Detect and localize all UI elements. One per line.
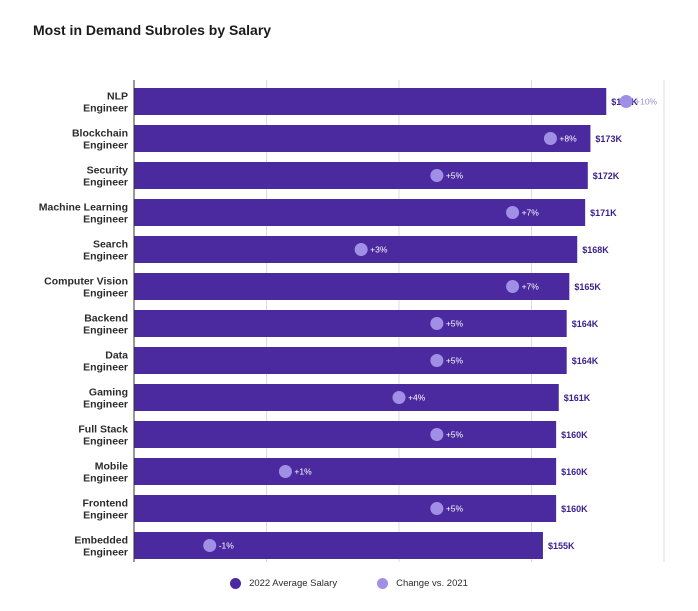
salary-bar[interactable]	[134, 532, 543, 559]
salary-value-label: $165K	[574, 282, 601, 292]
legend-label-salary: 2022 Average Salary	[249, 578, 338, 589]
change-marker[interactable]	[278, 465, 292, 478]
legend-swatch-change	[377, 578, 389, 589]
change-marker[interactable]	[430, 502, 444, 515]
change-value-label: +1%	[294, 467, 312, 477]
salary-value-label: $173K	[595, 134, 622, 144]
change-marker[interactable]	[430, 428, 444, 441]
change-marker[interactable]	[430, 317, 444, 330]
legend-swatch-salary	[230, 578, 242, 589]
category-label: Frontend Engineer	[83, 498, 129, 522]
salary-bar[interactable]	[134, 310, 567, 337]
legend-item-change[interactable]: Change vs. 2021	[377, 578, 468, 589]
category-label: Security Engineer	[83, 165, 128, 189]
salary-value-label: $160K	[561, 504, 588, 514]
change-value-label: +5%	[446, 356, 464, 366]
category-label: Embedded Engineer	[74, 535, 128, 559]
change-value-label: +7%	[522, 282, 540, 292]
category-label: Mobile Engineer	[83, 461, 128, 485]
salary-value-label: $164K	[572, 356, 599, 366]
salary-bars	[134, 88, 607, 559]
change-marker[interactable]	[506, 206, 520, 219]
change-marker[interactable]	[506, 280, 520, 293]
category-label: Blockchain Engineer	[72, 128, 128, 152]
salary-bar[interactable]	[134, 125, 591, 152]
change-value-label: +10%	[635, 97, 657, 107]
change-value-label: +5%	[446, 430, 464, 440]
change-value-label: -1%	[219, 541, 235, 551]
category-label: Computer Vision Engineer	[44, 276, 128, 300]
change-marker[interactable]	[430, 354, 444, 367]
legend-label-change: Change vs. 2021	[396, 578, 468, 589]
change-marker[interactable]	[203, 539, 217, 552]
salary-value-label: $160K	[561, 430, 588, 440]
salary-value-label: $155K	[548, 541, 575, 551]
legend-item-salary[interactable]: 2022 Average Salary	[230, 578, 337, 589]
salary-value-label: $164K	[572, 319, 599, 329]
category-label: Data Engineer	[83, 350, 128, 374]
change-value-label: +3%	[370, 245, 388, 255]
change-value-label: +5%	[446, 171, 464, 181]
category-labels: NLP Engineer Blockchain Engineer Security Eng…	[39, 91, 128, 559]
salary-bar[interactable]	[134, 162, 588, 189]
bar-chart: NLP Engineer Blockchain Engineer Security Eng…	[39, 80, 665, 562]
category-label: Full Stack Engineer	[78, 424, 128, 448]
salary-bar[interactable]	[134, 273, 570, 300]
change-value-label: +5%	[446, 319, 464, 329]
change-value-label: +7%	[522, 208, 540, 218]
salary-value-label: $160K	[561, 467, 588, 477]
change-marker[interactable]	[392, 391, 406, 404]
category-label: Gaming Engineer	[83, 387, 128, 411]
change-marker[interactable]	[430, 169, 444, 182]
salary-bar[interactable]	[134, 88, 607, 115]
category-label: Machine Learning Engineer	[39, 202, 128, 226]
change-marker[interactable]	[543, 132, 557, 145]
salary-value-label: $161K	[564, 393, 591, 403]
salary-bar[interactable]	[134, 495, 557, 522]
change-value-label: +5%	[446, 504, 464, 514]
salary-bar[interactable]	[134, 384, 559, 411]
salary-bar[interactable]	[134, 421, 557, 448]
chart-title: Most in Demand Subroles by Salary	[33, 22, 272, 38]
change-value-label: +4%	[408, 393, 426, 403]
salary-bar[interactable]	[134, 458, 557, 485]
change-marker[interactable]	[354, 243, 368, 256]
salary-value-label: $168K	[582, 245, 609, 255]
change-value-label: +8%	[559, 134, 577, 144]
category-label: Backend Engineer	[83, 313, 128, 337]
category-label: NLP Engineer	[83, 91, 128, 115]
category-label: Search Engineer	[83, 239, 128, 263]
change-marker[interactable]	[619, 95, 633, 108]
change-markers: +10% +8% +5% +7% +3% +7% +5% +5% +4% +5% +1% +5% -1%	[203, 95, 658, 552]
salary-value-label: $172K	[593, 171, 620, 181]
legend: 2022 Average Salary Change vs. 2021	[0, 578, 698, 589]
salary-value-label: $171K	[590, 208, 617, 218]
salary-bar[interactable]	[134, 347, 567, 374]
